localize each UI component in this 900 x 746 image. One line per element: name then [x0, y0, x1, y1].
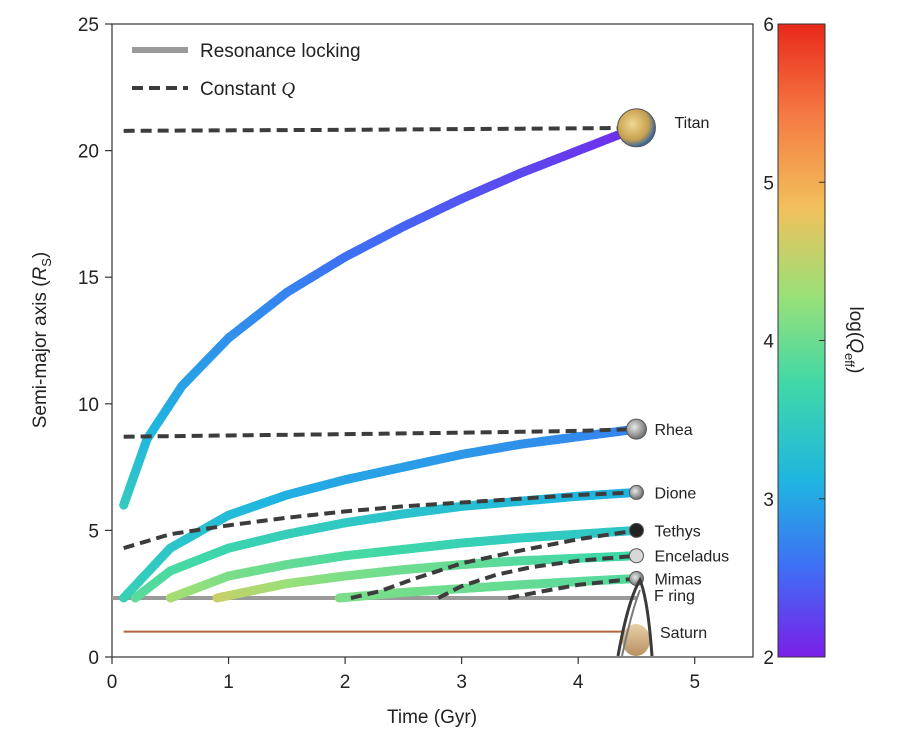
- tethys-icon: [628, 522, 644, 538]
- tethys-label: Tethys: [654, 523, 700, 540]
- enceladus-label: Enceladus: [654, 549, 729, 566]
- resonance-locking-series: [119, 123, 641, 603]
- x-tick-label: 0: [107, 672, 118, 693]
- rhea-resonance-locking-line: [119, 424, 641, 603]
- legend: Resonance locking Constant Q: [132, 41, 361, 100]
- colorbar-label: log(Qeff): [842, 306, 866, 373]
- colorbar: [777, 23, 826, 658]
- dione-icon: [628, 484, 644, 500]
- y-tick-label: 20: [78, 142, 99, 163]
- rhea-constant-q-line: [123, 427, 637, 439]
- rhea-label: Rhea: [654, 422, 692, 439]
- titan-icon: [616, 108, 656, 148]
- titan-label: Titan: [674, 115, 709, 132]
- saturn-label: Saturn: [660, 625, 707, 642]
- dione-constant-q-line: [123, 490, 637, 551]
- x-axis-label: Time (Gyr): [387, 707, 477, 728]
- y-axis-ticks: 0 5 10 15 20 25: [78, 15, 112, 669]
- x-tick-label: 3: [456, 672, 467, 693]
- legend-label-resonance: Resonance locking: [200, 41, 361, 62]
- y-tick-label: 0: [88, 648, 99, 669]
- mimas-label: Mimas: [654, 572, 701, 589]
- colorbar-tick-label: 2: [763, 648, 774, 669]
- x-tick-label: 4: [573, 672, 584, 693]
- legend-label-constant-q: Constant Q: [200, 79, 295, 100]
- titan-constant-q-line: [123, 125, 637, 133]
- saturn-icon: [616, 576, 654, 657]
- moon-markers: Titan Rhea Dione Tethys Enceladus Mimas: [616, 108, 729, 589]
- y-tick-label: 15: [78, 268, 99, 289]
- y-tick-label: 10: [78, 395, 99, 416]
- x-tick-label: 1: [223, 672, 234, 693]
- f-ring-label: F ring: [654, 588, 695, 605]
- y-tick-label: 5: [88, 521, 99, 542]
- colorbar-ticks: 2 3 4 5 6: [763, 15, 825, 669]
- x-axis-ticks: 0 1 2 3 4 5: [107, 657, 700, 693]
- y-axis-label: Semi-major axis (RS): [30, 252, 54, 429]
- x-tick-label: 2: [340, 672, 351, 693]
- enceladus-constant-q-line: [437, 553, 637, 600]
- colorbar-tick-label: 5: [763, 173, 774, 194]
- dione-label: Dione: [654, 485, 696, 502]
- enceladus-icon: [628, 548, 644, 564]
- colorbar-tick-label: 6: [763, 15, 774, 36]
- rhea-icon: [625, 418, 647, 440]
- x-tick-label: 5: [689, 672, 700, 693]
- constant-q-series: [123, 125, 637, 600]
- colorbar-tick-label: 4: [763, 332, 774, 353]
- y-tick-label: 25: [78, 15, 99, 36]
- colorbar-tick-label: 3: [763, 490, 774, 511]
- mimas-constant-q-line: [507, 576, 637, 600]
- tethys-resonance-locking-line: [165, 525, 641, 603]
